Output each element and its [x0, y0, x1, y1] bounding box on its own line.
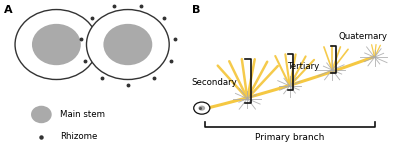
- Text: B: B: [192, 5, 201, 15]
- Circle shape: [31, 106, 52, 123]
- Text: Primary branch: Primary branch: [255, 133, 324, 142]
- Circle shape: [194, 102, 210, 114]
- Text: Rhizome: Rhizome: [60, 132, 98, 141]
- Circle shape: [198, 106, 205, 111]
- Circle shape: [32, 24, 81, 65]
- Text: Tertiary: Tertiary: [288, 62, 320, 71]
- Circle shape: [86, 10, 169, 80]
- Text: Secondary: Secondary: [191, 78, 237, 87]
- Text: A: A: [4, 5, 12, 15]
- Text: Quaternary: Quaternary: [338, 32, 388, 41]
- Circle shape: [103, 24, 152, 65]
- Circle shape: [15, 10, 98, 80]
- Text: Main stem: Main stem: [60, 110, 105, 119]
